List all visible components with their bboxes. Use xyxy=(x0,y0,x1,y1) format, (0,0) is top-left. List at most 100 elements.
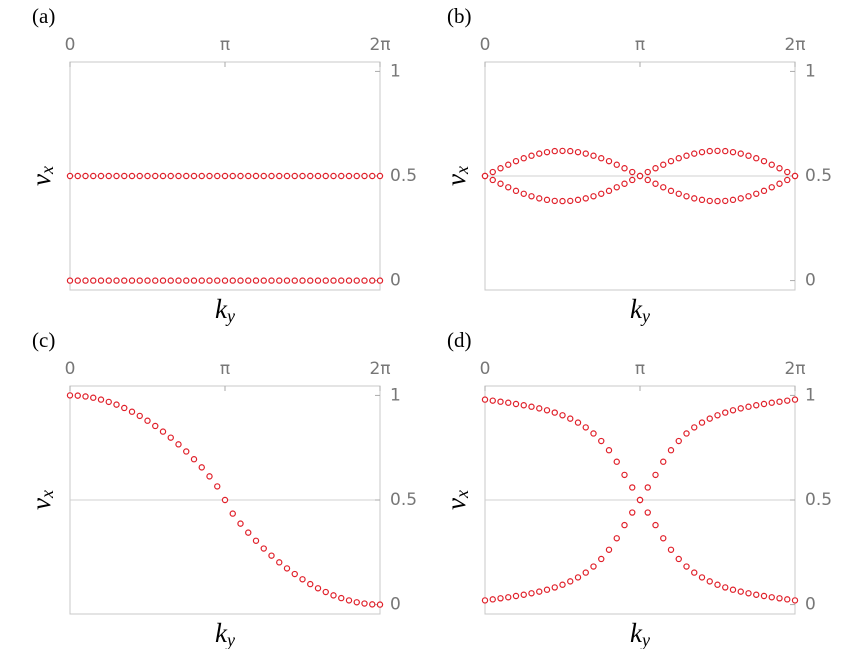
data-point xyxy=(598,555,605,563)
y-tick-label: 0 xyxy=(390,595,401,615)
x-axis-label-sub: y xyxy=(640,306,650,326)
data-point xyxy=(605,447,613,454)
data-point xyxy=(481,172,489,180)
data-point xyxy=(768,161,775,168)
x-tick-label: 2π xyxy=(369,359,390,379)
data-point xyxy=(167,434,174,441)
data-point xyxy=(706,578,713,585)
data-point xyxy=(144,417,151,424)
x-tick-label: 0 xyxy=(480,35,491,55)
data-point xyxy=(784,168,791,176)
data-point xyxy=(361,172,368,180)
x-axis-label-main: k xyxy=(215,294,228,324)
data-point xyxy=(691,195,698,202)
data-point xyxy=(590,430,597,437)
data-point xyxy=(268,552,275,559)
data-point xyxy=(353,599,360,606)
data-point xyxy=(536,195,543,202)
data-point xyxy=(636,172,644,180)
data-point xyxy=(652,180,659,187)
data-point xyxy=(136,172,143,180)
data-point xyxy=(574,574,582,581)
data-point xyxy=(605,157,613,165)
data-point xyxy=(683,193,690,200)
x-tick-label: π xyxy=(635,35,645,55)
data-point xyxy=(214,483,221,490)
x-axis-label-sub: y xyxy=(225,306,235,326)
data-point xyxy=(229,510,236,517)
x-axis-label-sub: y xyxy=(640,630,650,649)
y-axis-label-main: v xyxy=(26,498,56,510)
data-point xyxy=(644,484,651,491)
y-tick-label: 0 xyxy=(805,271,816,291)
data-point xyxy=(283,172,291,180)
data-point xyxy=(629,176,636,184)
data-point xyxy=(175,441,182,448)
panel: (c) 0 π 2π 0 0.5 1 vx ky xyxy=(26,328,417,649)
y-axis-label: vx xyxy=(26,490,57,510)
data-point xyxy=(551,147,558,155)
data-point xyxy=(753,402,760,409)
data-point xyxy=(621,180,628,187)
data-point xyxy=(206,172,213,180)
data-point xyxy=(722,197,729,205)
data-point xyxy=(369,172,376,180)
y-axis-label-sub: x xyxy=(37,166,57,175)
data-point xyxy=(636,496,644,504)
data-point xyxy=(190,277,198,284)
data-point xyxy=(105,172,112,180)
data-point xyxy=(528,590,535,597)
y-axis-label-main: v xyxy=(26,174,56,186)
x-tick-label: 2π xyxy=(784,359,805,379)
y-tick-label: 0 xyxy=(390,271,401,291)
data-point xyxy=(621,165,628,172)
data-point xyxy=(497,165,504,172)
x-axis-label: ky xyxy=(630,618,650,649)
data-point xyxy=(543,407,551,414)
data-point xyxy=(706,415,713,422)
data-point xyxy=(737,588,744,595)
data-point xyxy=(330,592,337,599)
data-point xyxy=(574,196,582,204)
data-point xyxy=(198,464,205,471)
data-point xyxy=(121,277,128,284)
data-point xyxy=(729,586,737,593)
data-point xyxy=(283,565,291,572)
data-point xyxy=(175,172,182,180)
data-point xyxy=(528,193,535,200)
data-point xyxy=(97,396,105,403)
data-point xyxy=(90,394,97,401)
panel-label: (a) xyxy=(32,4,55,28)
data-point xyxy=(698,419,706,426)
data-point xyxy=(536,405,543,412)
data-point xyxy=(559,581,566,588)
data-point xyxy=(276,172,283,180)
data-point xyxy=(338,594,345,602)
y-axis-label-main: v xyxy=(441,498,471,510)
data-point xyxy=(652,471,659,479)
data-point xyxy=(512,592,520,600)
data-point xyxy=(706,147,713,155)
data-point xyxy=(307,172,314,180)
data-point xyxy=(167,172,174,180)
panel-label: (d) xyxy=(447,328,472,352)
data-point xyxy=(268,277,275,284)
data-point xyxy=(322,277,329,284)
data-point xyxy=(784,176,791,184)
y-tick-label: 1 xyxy=(805,385,816,405)
y-tick-label: 0.5 xyxy=(805,490,832,510)
data-point xyxy=(82,277,89,284)
data-point xyxy=(567,197,574,205)
data-point xyxy=(613,161,620,168)
data-point xyxy=(660,184,667,191)
data-point xyxy=(714,147,721,155)
data-point xyxy=(667,157,675,165)
data-point xyxy=(722,584,729,591)
data-point xyxy=(66,172,74,180)
data-point xyxy=(345,172,353,180)
data-point xyxy=(361,600,368,607)
data-point xyxy=(481,396,489,403)
data-point xyxy=(330,277,337,284)
y-axis-label: vx xyxy=(441,490,472,510)
data-point xyxy=(613,184,620,191)
